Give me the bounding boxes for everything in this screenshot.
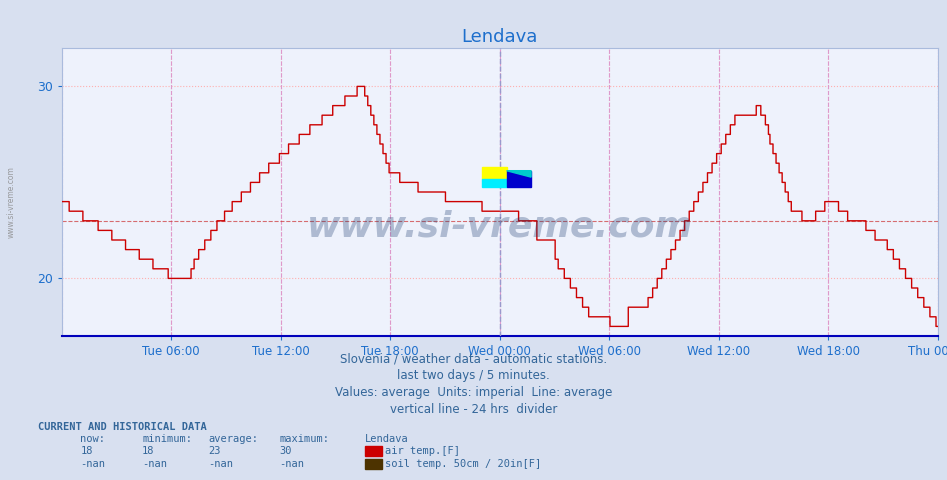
Bar xyxy=(507,171,531,187)
Text: average:: average: xyxy=(208,433,259,444)
Text: now:: now: xyxy=(80,433,105,444)
Polygon shape xyxy=(507,171,531,177)
Text: Values: average  Units: imperial  Line: average: Values: average Units: imperial Line: av… xyxy=(335,386,612,399)
Text: -nan: -nan xyxy=(142,458,167,468)
Text: -nan: -nan xyxy=(80,458,105,468)
Title: Lendava: Lendava xyxy=(461,28,538,47)
Text: 23: 23 xyxy=(208,445,221,456)
Text: Lendava: Lendava xyxy=(365,433,408,444)
Text: last two days / 5 minutes.: last two days / 5 minutes. xyxy=(397,369,550,382)
Text: 18: 18 xyxy=(142,445,154,456)
Text: 30: 30 xyxy=(279,445,292,456)
Bar xyxy=(482,179,507,187)
Text: 18: 18 xyxy=(80,445,93,456)
Text: minimum:: minimum: xyxy=(142,433,192,444)
Bar xyxy=(482,167,507,179)
Text: maximum:: maximum: xyxy=(279,433,330,444)
Text: CURRENT AND HISTORICAL DATA: CURRENT AND HISTORICAL DATA xyxy=(38,421,206,432)
Text: -nan: -nan xyxy=(279,458,304,468)
Text: -nan: -nan xyxy=(208,458,233,468)
Text: www.si-vreme.com: www.si-vreme.com xyxy=(7,166,16,238)
Text: air temp.[F]: air temp.[F] xyxy=(385,445,460,456)
Text: Slovenia / weather data - automatic stations.: Slovenia / weather data - automatic stat… xyxy=(340,352,607,365)
Text: www.si-vreme.com: www.si-vreme.com xyxy=(307,210,692,243)
Text: soil temp. 50cm / 20in[F]: soil temp. 50cm / 20in[F] xyxy=(385,458,542,468)
Text: vertical line - 24 hrs  divider: vertical line - 24 hrs divider xyxy=(390,403,557,416)
